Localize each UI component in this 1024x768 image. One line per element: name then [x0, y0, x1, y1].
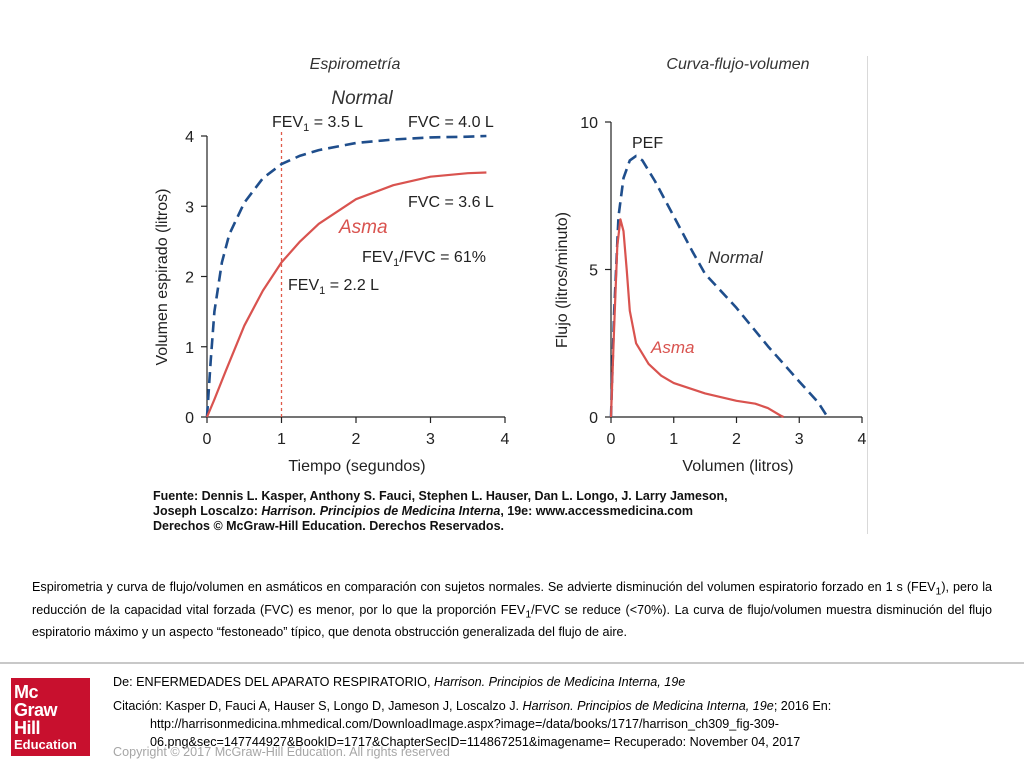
copyright-notice: Copyright © 2017 McGraw-Hill Education. … [113, 745, 450, 759]
source-line-3: Derechos © McGraw-Hill Education. Derech… [153, 519, 504, 533]
figure-source: Fuente: Dennis L. Kasper, Anthony S. Fau… [153, 489, 853, 534]
flow-x-tick-label: 1 [669, 431, 678, 448]
figure: Espirometría Normal FEV1 = 3.5 L FVC = 4… [154, 56, 867, 475]
flow-y-tick-label: 0 [589, 410, 598, 427]
spirometry-series-normal [205, 134, 487, 418]
spirometry-y-tick-label: 4 [185, 129, 194, 146]
spirometry-x-tick-label: 2 [352, 431, 361, 448]
footer-divider [0, 662, 1024, 664]
asma-series-label: Asma [338, 217, 388, 238]
flow-series-normal [609, 154, 829, 418]
flow-volume-chart: Curva-flujo-volumen PEF Normal Asma Volu… [554, 56, 867, 475]
spirometry-chart: Espirometría Normal FEV1 = 3.5 L FVC = 4… [154, 56, 510, 475]
spirometry-x-axis-label: Tiempo (segundos) [288, 458, 425, 475]
spirometry-y-axis-label: Volumen espirado (litros) [154, 189, 171, 366]
flow-x-tick-label: 2 [732, 431, 741, 448]
flow-y-tick-label: 5 [589, 263, 598, 280]
figure-edge-divider [867, 56, 868, 534]
citation-text: Citación: Kasper D, Fauci A, Hauser S, L… [113, 697, 913, 751]
spirometry-y-tick-label: 0 [185, 410, 194, 427]
spirometry-y-tick-label: 1 [185, 340, 194, 357]
normal-series-label: Normal [331, 88, 393, 109]
fvc-normal-annotation: FVC = 4.0 L [408, 114, 494, 131]
mcgraw-hill-logo: Mc Graw Hill Education [11, 678, 90, 756]
fev1-asma-annotation: FEV1 = 2.2 L [288, 277, 379, 297]
flow-x-tick-label: 0 [607, 431, 616, 448]
figure-caption: Espirometria y curva de flujo/volumen en… [32, 580, 992, 640]
spirometry-y-tick-label: 3 [185, 199, 194, 216]
citation-from: De: ENFERMEDADES DEL APARATO RESPIRATORI… [113, 675, 686, 689]
flow-y-tick-label: 10 [580, 115, 598, 132]
spirometry-series-asma [205, 171, 487, 418]
flow-x-tick-label: 3 [795, 431, 804, 448]
source-line-1: Fuente: Dennis L. Kasper, Anthony S. Fau… [153, 489, 728, 503]
flow-volume-y-axis-label: Flujo (litros/minuto) [554, 212, 571, 348]
spirometry-title: Espirometría [310, 56, 401, 73]
fev1-normal-annotation: FEV1 = 3.5 L [272, 114, 363, 134]
flow-volume-x-axis-label: Volumen (litros) [682, 458, 793, 475]
flow-x-tick-label: 4 [858, 431, 867, 448]
spirometry-x-tick-label: 0 [203, 431, 212, 448]
citation-url-2: 06.png&sec=147744927&BookID=1717&Chapter… [150, 735, 801, 749]
citation-url-1: http://harrisonmedicina.mhmedical.com/Do… [150, 717, 779, 731]
normal-flow-label: Normal [708, 248, 764, 267]
asma-flow-label: Asma [650, 338, 694, 357]
flow-series-asma [609, 218, 785, 418]
spirometry-x-tick-label: 4 [501, 431, 510, 448]
source-line-2: Joseph Loscalzo: Harrison. Principios de… [153, 504, 694, 518]
pef-annotation: PEF [632, 135, 663, 152]
spirometry-x-tick-label: 3 [426, 431, 435, 448]
flow-volume-title: Curva-flujo-volumen [666, 56, 809, 73]
spirometry-y-tick-label: 2 [185, 270, 194, 287]
spirometry-x-tick-label: 1 [277, 431, 286, 448]
fev1-fvc-ratio-annotation: FEV1/FVC = 61% [362, 249, 486, 269]
fvc-asma-annotation: FVC = 3.6 L [408, 194, 494, 211]
